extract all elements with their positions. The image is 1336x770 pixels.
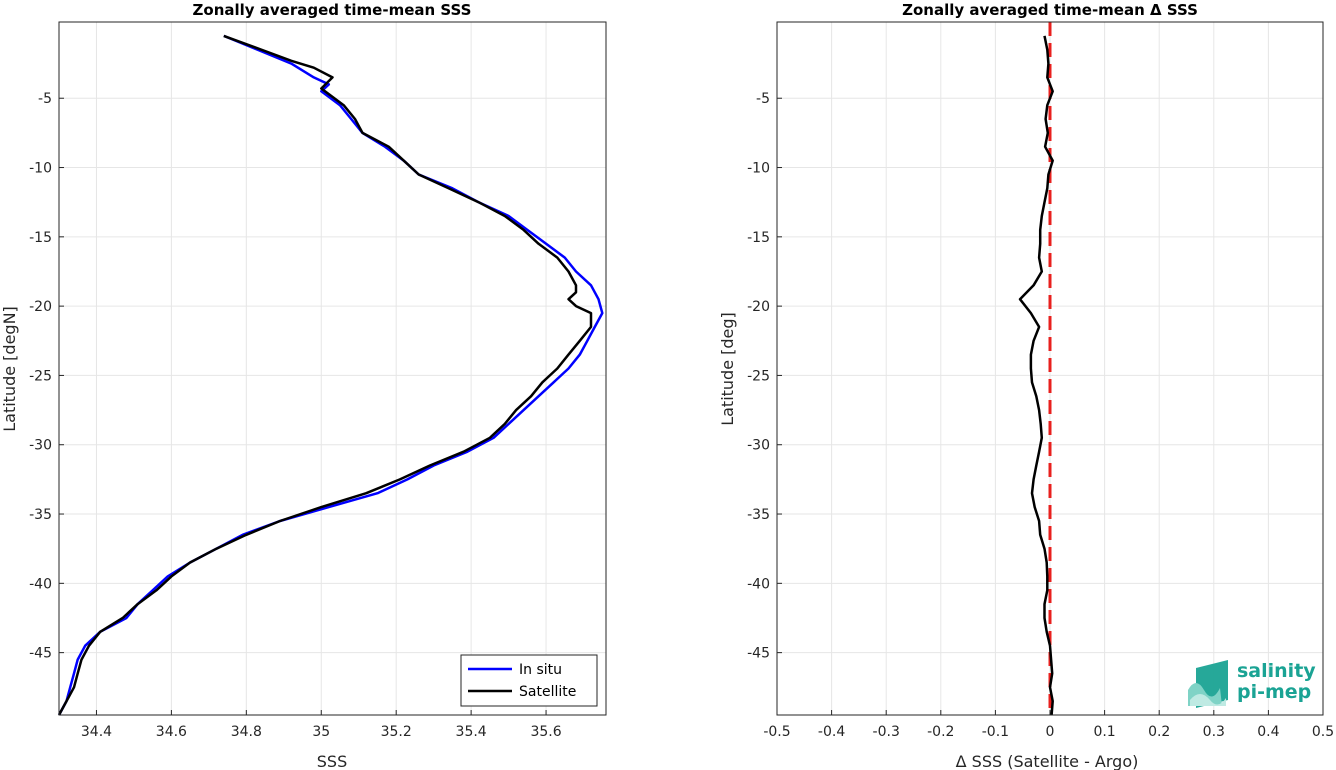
y-tick-label: -30 bbox=[747, 438, 770, 454]
y-tick-label: -35 bbox=[29, 507, 52, 523]
right-series-lines bbox=[1018, 22, 1054, 716]
y-tick-label: -25 bbox=[29, 368, 52, 384]
x-tick-label: 0 bbox=[1046, 724, 1055, 740]
y-tick-label: -20 bbox=[747, 299, 770, 315]
left-series-lines bbox=[57, 34, 604, 716]
right-x-axis-label: Δ SSS (Satellite - Argo) bbox=[956, 752, 1139, 770]
y-tick-label: -10 bbox=[747, 161, 770, 177]
y-tick-label: -25 bbox=[747, 368, 770, 384]
legend: In situ Satellite bbox=[460, 654, 598, 707]
y-tick-label: -20 bbox=[29, 299, 52, 315]
y-tick-label: -15 bbox=[29, 230, 52, 246]
left-plot-frame bbox=[58, 21, 607, 716]
x-tick-label: -0.3 bbox=[873, 724, 900, 740]
x-tick-label: 0.3 bbox=[1203, 724, 1225, 740]
x-tick-label: 34.8 bbox=[231, 724, 262, 740]
legend-label-satellite: Satellite bbox=[519, 684, 576, 700]
y-tick-label: -5 bbox=[756, 91, 770, 107]
x-tick-label: -0.5 bbox=[763, 724, 790, 740]
x-tick-label: 35.2 bbox=[381, 724, 412, 740]
logo-text-pi-mep: pi-mep bbox=[1237, 681, 1311, 703]
x-tick-label: 35.4 bbox=[456, 724, 487, 740]
y-tick-label: -40 bbox=[747, 576, 770, 592]
x-tick-label: 0.5 bbox=[1312, 724, 1334, 740]
right-y-axis-label: Latitude [deg] bbox=[718, 312, 737, 426]
y-tick-label: -15 bbox=[747, 230, 770, 246]
right-chart-title: Zonally averaged time-mean Δ SSS bbox=[902, 1, 1198, 19]
left-x-axis-label: SSS bbox=[317, 752, 347, 770]
x-tick-label: 34.6 bbox=[156, 724, 187, 740]
legend-label-in-situ: In situ bbox=[519, 662, 562, 678]
x-tick-label: -0.2 bbox=[927, 724, 954, 740]
y-tick-label: -40 bbox=[29, 576, 52, 592]
right-y-ticks: -5 -10 -15 -20 -25 -30 -35 -40 -45 bbox=[747, 91, 782, 662]
legend-box bbox=[460, 654, 598, 707]
logo-text-salinity: salinity bbox=[1237, 660, 1316, 682]
left-y-axis-label: Latitude [degN] bbox=[0, 306, 19, 432]
x-tick-label: 0.4 bbox=[1257, 724, 1279, 740]
left-plot-area bbox=[59, 22, 606, 715]
right-panel: -0.5 -0.4 -0.3 -0.2 -0.1 0 0.1 0.2 0.3 0.4 0.5 -5-… bbox=[718, 1, 1334, 770]
y-tick-label: -10 bbox=[29, 161, 52, 177]
left-y-ticks: -5 -10 -15 -20 -25 -30 -35 -40 -45 bbox=[29, 91, 64, 662]
y-tick-label: -30 bbox=[29, 438, 52, 454]
x-tick-label: 34.4 bbox=[81, 724, 112, 740]
x-tick-label: 35.6 bbox=[530, 724, 561, 740]
right-x-ticks: -0.5 -0.4 -0.3 -0.2 -0.1 0 0.1 0.2 0.3 0.4 0.5 bbox=[763, 710, 1334, 740]
x-tick-label: 0.2 bbox=[1148, 724, 1170, 740]
series-line-satellite bbox=[57, 34, 593, 716]
y-tick-label: -45 bbox=[29, 646, 52, 662]
left-grid bbox=[59, 22, 606, 715]
series-line-delta-sss bbox=[1018, 35, 1054, 716]
x-tick-label: -0.4 bbox=[818, 724, 845, 740]
left-chart-title: Zonally averaged time-mean SSS bbox=[193, 1, 472, 19]
x-tick-label: -0.1 bbox=[982, 724, 1009, 740]
left-panel: 34.4 34.6 34.8 35 35.2 35.4 35.6 -5 -10 -15 -20 -2… bbox=[0, 1, 607, 770]
y-tick-label: -35 bbox=[747, 507, 770, 523]
left-x-ticks: 34.4 34.6 34.8 35 35.2 35.4 35.6 bbox=[81, 710, 562, 740]
salinity-pi-mep-logo: salinity pi-mep bbox=[1188, 660, 1316, 708]
x-tick-label: 0.1 bbox=[1093, 724, 1115, 740]
y-tick-label: -5 bbox=[38, 91, 52, 107]
y-tick-label: -45 bbox=[747, 646, 770, 662]
x-tick-label: 35 bbox=[312, 724, 330, 740]
salinity-wave-logo-icon bbox=[1188, 660, 1228, 708]
